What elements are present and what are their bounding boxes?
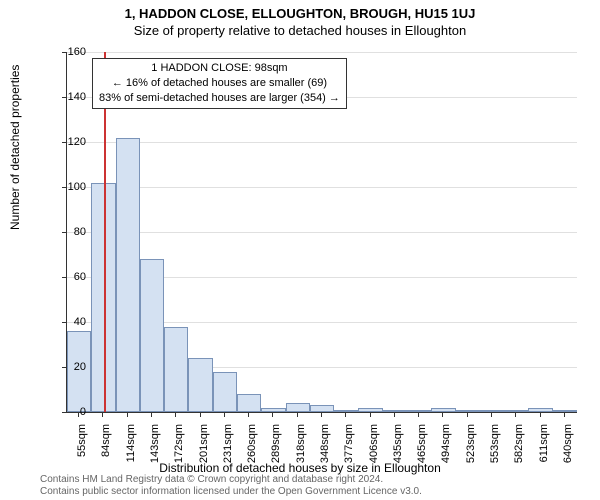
xtick-label: 172sqm: [173, 424, 185, 484]
gridline: [67, 187, 577, 188]
xtick-mark: [127, 412, 128, 417]
y-axis-label: Number of detached properties: [8, 65, 22, 230]
xtick-label: 114sqm: [125, 424, 137, 484]
page-title: 1, HADDON CLOSE, ELLOUGHTON, BROUGH, HU1…: [0, 0, 600, 21]
footer-line2: Contains public sector information licen…: [40, 486, 422, 498]
xtick-label: 289sqm: [270, 424, 282, 484]
histogram-bar: [116, 138, 140, 413]
xtick-label: 348sqm: [319, 424, 331, 484]
histogram-bar: [456, 410, 480, 412]
callout-line1: 1 HADDON CLOSE: 98sqm: [99, 61, 340, 76]
ytick-label: 0: [56, 406, 86, 418]
xtick-label: 201sqm: [198, 424, 210, 484]
xtick-mark: [200, 412, 201, 417]
xtick-label: 611sqm: [538, 424, 550, 484]
callout-line3: 83% of semi-detached houses are larger (…: [99, 91, 340, 106]
ytick-label: 60: [56, 271, 86, 283]
xtick-mark: [345, 412, 346, 417]
histogram-bar: [553, 410, 577, 412]
ytick-label: 20: [56, 361, 86, 373]
histogram-bar: [213, 372, 237, 413]
gridline: [67, 52, 577, 53]
histogram-bar: [261, 408, 285, 413]
xtick-mark: [515, 412, 516, 417]
ytick-label: 40: [56, 316, 86, 328]
histogram-bar: [310, 405, 334, 412]
xtick-mark: [151, 412, 152, 417]
xtick-mark: [467, 412, 468, 417]
xtick-label: 640sqm: [562, 424, 574, 484]
ytick-label: 160: [56, 46, 86, 58]
xtick-label: 523sqm: [465, 424, 477, 484]
xtick-mark: [394, 412, 395, 417]
xtick-label: 406sqm: [368, 424, 380, 484]
xtick-label: 143sqm: [149, 424, 161, 484]
xtick-mark: [78, 412, 79, 417]
gridline: [67, 232, 577, 233]
histogram-bar: [140, 259, 164, 412]
xtick-mark: [297, 412, 298, 417]
histogram-bar: [431, 408, 455, 413]
ytick-label: 140: [56, 91, 86, 103]
ytick-label: 80: [56, 226, 86, 238]
xtick-mark: [491, 412, 492, 417]
ytick-label: 100: [56, 181, 86, 193]
xtick-mark: [224, 412, 225, 417]
ytick-label: 120: [56, 136, 86, 148]
xtick-mark: [248, 412, 249, 417]
xtick-mark: [102, 412, 103, 417]
xtick-mark: [418, 412, 419, 417]
histogram-bar: [164, 327, 188, 413]
histogram-bar: [383, 410, 407, 412]
histogram-bar: [504, 410, 528, 412]
property-callout: 1 HADDON CLOSE: 98sqm ← 16% of detached …: [92, 58, 347, 109]
histogram-bar: [334, 410, 358, 412]
xtick-label: 231sqm: [222, 424, 234, 484]
xtick-label: 84sqm: [100, 424, 112, 484]
xtick-mark: [564, 412, 565, 417]
page-subtitle: Size of property relative to detached ho…: [0, 21, 600, 38]
xtick-label: 465sqm: [416, 424, 428, 484]
callout-line2: ← 16% of detached houses are smaller (69…: [99, 76, 340, 91]
xtick-label: 55sqm: [76, 424, 88, 484]
xtick-label: 494sqm: [440, 424, 452, 484]
xtick-mark: [175, 412, 176, 417]
histogram-bar: [407, 410, 431, 412]
xtick-label: 435sqm: [392, 424, 404, 484]
histogram-bar: [358, 408, 382, 413]
xtick-label: 377sqm: [343, 424, 355, 484]
histogram-bar: [528, 408, 552, 413]
xtick-label: 318sqm: [295, 424, 307, 484]
xtick-label: 582sqm: [513, 424, 525, 484]
gridline: [67, 142, 577, 143]
xtick-mark: [540, 412, 541, 417]
xtick-mark: [321, 412, 322, 417]
histogram-bar: [286, 403, 310, 412]
xtick-mark: [272, 412, 273, 417]
xtick-mark: [370, 412, 371, 417]
xtick-label: 260sqm: [246, 424, 258, 484]
xtick-mark: [442, 412, 443, 417]
histogram-bar: [237, 394, 261, 412]
xtick-label: 553sqm: [489, 424, 501, 484]
histogram-bar: [188, 358, 212, 412]
